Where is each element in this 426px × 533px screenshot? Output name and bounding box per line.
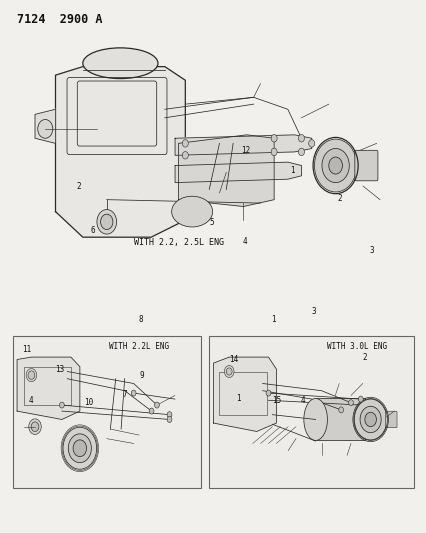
Bar — [209, 336, 413, 488]
Text: 7124  2900 A: 7124 2900 A — [17, 13, 102, 26]
Circle shape — [265, 390, 270, 396]
Circle shape — [298, 134, 304, 142]
Circle shape — [224, 366, 233, 377]
Bar — [24, 367, 71, 405]
Circle shape — [348, 400, 353, 406]
Circle shape — [97, 209, 116, 234]
Text: 15: 15 — [271, 397, 281, 405]
Circle shape — [73, 440, 86, 457]
Polygon shape — [17, 357, 80, 419]
Text: 1: 1 — [271, 316, 275, 324]
Circle shape — [26, 368, 37, 382]
Circle shape — [29, 419, 41, 434]
Polygon shape — [55, 67, 185, 237]
Polygon shape — [213, 357, 276, 432]
Ellipse shape — [83, 48, 158, 78]
Circle shape — [364, 413, 376, 426]
Text: 14: 14 — [229, 356, 238, 364]
Text: 4: 4 — [29, 397, 33, 405]
Circle shape — [308, 140, 314, 147]
Text: 3: 3 — [368, 246, 373, 255]
Text: 2: 2 — [337, 194, 341, 203]
Text: 5: 5 — [209, 219, 213, 227]
Circle shape — [68, 434, 91, 463]
Circle shape — [314, 139, 356, 192]
Text: WITH 2.2L ENG: WITH 2.2L ENG — [108, 342, 168, 351]
Text: 11: 11 — [22, 345, 31, 353]
Polygon shape — [175, 162, 301, 183]
Ellipse shape — [303, 399, 327, 440]
Bar — [315, 399, 364, 440]
Circle shape — [354, 399, 386, 440]
Circle shape — [328, 157, 342, 174]
Circle shape — [338, 407, 343, 413]
Circle shape — [63, 427, 96, 469]
Circle shape — [359, 406, 380, 433]
FancyBboxPatch shape — [354, 150, 377, 181]
Polygon shape — [175, 135, 311, 155]
Text: 9: 9 — [140, 372, 144, 380]
Circle shape — [182, 140, 188, 147]
Bar — [219, 372, 266, 415]
Text: 6: 6 — [91, 226, 95, 235]
Circle shape — [31, 422, 39, 432]
Circle shape — [28, 371, 35, 379]
Bar — [13, 336, 200, 488]
Circle shape — [59, 402, 64, 408]
Circle shape — [37, 119, 53, 138]
Text: 1: 1 — [290, 166, 294, 175]
Circle shape — [167, 416, 172, 423]
Text: 4: 4 — [300, 397, 305, 405]
Circle shape — [226, 368, 232, 375]
Circle shape — [182, 151, 188, 159]
Circle shape — [149, 408, 154, 414]
Text: 8: 8 — [138, 316, 143, 324]
Text: 13: 13 — [55, 365, 64, 374]
Circle shape — [131, 390, 136, 396]
Text: 12: 12 — [240, 146, 250, 155]
Circle shape — [271, 134, 276, 142]
Text: 1: 1 — [236, 394, 240, 403]
Circle shape — [271, 148, 276, 156]
Circle shape — [357, 396, 363, 402]
Circle shape — [321, 149, 348, 183]
Circle shape — [101, 214, 112, 230]
Circle shape — [167, 411, 172, 418]
Circle shape — [298, 148, 304, 156]
Text: 4: 4 — [242, 237, 246, 246]
Polygon shape — [35, 109, 55, 143]
Text: 10: 10 — [84, 398, 93, 407]
Text: 3: 3 — [311, 308, 315, 316]
Circle shape — [154, 402, 159, 408]
Text: 7: 7 — [122, 390, 127, 399]
Ellipse shape — [171, 196, 212, 227]
Text: 2: 2 — [362, 353, 366, 361]
Text: WITH 2.2, 2.5L ENG: WITH 2.2, 2.5L ENG — [134, 238, 224, 247]
Polygon shape — [178, 135, 273, 206]
Text: WITH 3.0L ENG: WITH 3.0L ENG — [326, 342, 386, 351]
Text: 2: 2 — [77, 182, 81, 191]
FancyBboxPatch shape — [385, 411, 396, 427]
